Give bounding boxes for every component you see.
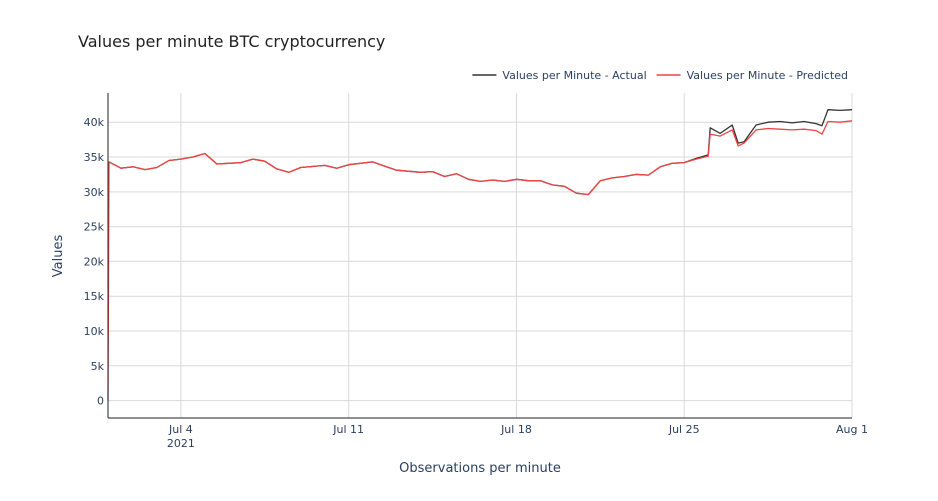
y-tick-label: 5k: [91, 360, 105, 373]
x-tick-label: Aug 1: [836, 423, 868, 436]
y-tick-label: 10k: [84, 325, 105, 338]
y-tick-label: 25k: [84, 221, 105, 234]
series-layer: [107, 109, 853, 401]
y-tick-label: 35k: [84, 151, 105, 164]
x-axis-label: Observations per minute: [399, 461, 561, 476]
y-tick-labels: 0 5k 10k 15k 20k 25k 30k 35k 40k: [84, 116, 105, 407]
x-tick-label: Jul 11: [332, 423, 364, 436]
chart-title: Values per minute BTC cryptocurrency: [78, 32, 385, 51]
legend-label-actual: Values per Minute - Actual: [502, 69, 646, 82]
x-gridlines: [180, 93, 853, 418]
y-tick-label: 40k: [84, 116, 105, 129]
y-tick-label: 20k: [84, 255, 105, 268]
y-axis-label: Values: [51, 235, 66, 278]
y-tick-label: 30k: [84, 186, 105, 199]
y-tick-label: 15k: [84, 290, 105, 303]
x-tick-label: Jul 25: [668, 423, 700, 436]
legend-label-predicted: Values per Minute - Predicted: [687, 69, 848, 82]
x-tick-year-label: 2021: [167, 437, 195, 450]
legend[interactable]: Values per Minute - Predicted Values per …: [472, 69, 848, 82]
x-tick-label: Jul 18: [500, 423, 532, 436]
y-gridlines: [108, 121, 852, 402]
y-tick-label: 0: [97, 395, 104, 408]
series-line-predicted: [107, 120, 853, 401]
x-tick-label: Jul 4: [168, 423, 193, 436]
